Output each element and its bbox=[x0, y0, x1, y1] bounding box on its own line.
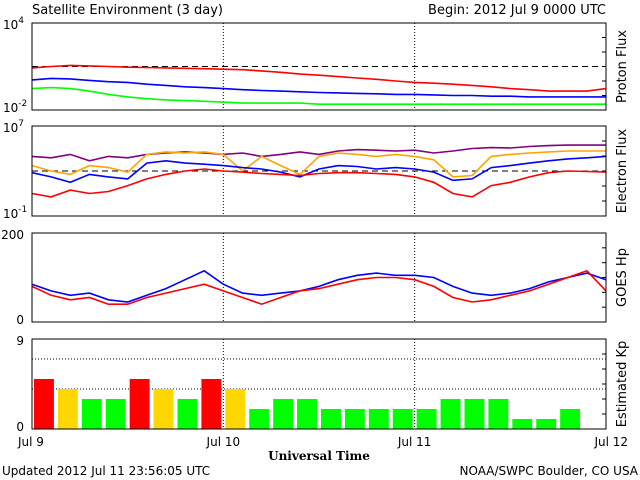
y-tick-label: 200 bbox=[1, 228, 24, 242]
kp-bar bbox=[105, 399, 126, 429]
kp-bar bbox=[177, 399, 198, 429]
y-tick-label: 107 bbox=[3, 119, 24, 135]
y-tick-label: 0 bbox=[16, 420, 24, 434]
kp-bar bbox=[392, 409, 413, 429]
chart-title: Satellite Environment (3 day) bbox=[32, 3, 223, 18]
panel-frame bbox=[31, 232, 607, 323]
panel-3: 200 0 GOES Hp bbox=[1, 228, 630, 327]
kp-bar bbox=[81, 399, 102, 429]
x-tick-label: Jul 12 bbox=[593, 435, 628, 449]
panel-4: 9 0 Estimated Kp bbox=[16, 334, 630, 434]
y-tick-base: 10 bbox=[3, 207, 18, 221]
kp-bar bbox=[560, 409, 581, 429]
x-tick-label: Jul 10 bbox=[206, 435, 241, 449]
kp-bar bbox=[440, 399, 461, 429]
y-tick-base: 10 bbox=[3, 121, 18, 135]
kp-bar bbox=[129, 379, 150, 429]
y-tick-base: 10 bbox=[3, 18, 18, 32]
kp-bar bbox=[368, 409, 389, 429]
kp-bar bbox=[536, 419, 557, 429]
x-tick-labels: Jul 9 Jul 10 Jul 11 Jul 12 bbox=[17, 435, 628, 449]
kp-bar bbox=[249, 409, 270, 429]
kp-bar bbox=[416, 409, 437, 429]
x-axis-label: Universal Time bbox=[268, 449, 370, 463]
y-tick-label: 104 bbox=[3, 16, 24, 32]
kp-bar bbox=[488, 399, 509, 429]
panel-y-label: Electron Flux bbox=[615, 128, 630, 213]
series-line-1 bbox=[31, 144, 606, 162]
series-line-2 bbox=[31, 150, 606, 178]
y-tick-exp: 7 bbox=[18, 119, 24, 129]
x-tick-label: Jul 11 bbox=[397, 435, 432, 449]
credit-text: NOAA/SWPC Boulder, CO USA bbox=[460, 464, 639, 478]
y-tick-label: 10-2 bbox=[3, 99, 27, 115]
panel-y-label: Estimated Kp bbox=[615, 341, 630, 428]
begin-time: Begin: 2012 Jul 9 0000 UTC bbox=[428, 3, 606, 18]
updated-timestamp: Updated 2012 Jul 11 23:56:05 UTC bbox=[2, 464, 210, 478]
kp-bar bbox=[273, 399, 294, 429]
kp-bar bbox=[225, 389, 246, 429]
kp-bar bbox=[512, 419, 533, 429]
kp-bar bbox=[57, 389, 78, 429]
y-tick-exp: 4 bbox=[18, 16, 24, 26]
kp-bar bbox=[201, 379, 222, 429]
y-tick-label: 9 bbox=[16, 334, 24, 348]
panel-frame bbox=[31, 125, 607, 217]
panel-y-label: GOES Hp bbox=[615, 248, 630, 307]
series-line-4 bbox=[31, 168, 607, 198]
panel-y-label: Proton Flux bbox=[615, 30, 630, 103]
kp-bar bbox=[464, 399, 485, 429]
series-line-2 bbox=[31, 77, 606, 98]
y-tick-exp: -2 bbox=[18, 99, 27, 109]
series-line-2 bbox=[31, 269, 607, 306]
y-tick-label: 10-1 bbox=[3, 205, 27, 221]
y-tick-label: 0 bbox=[16, 313, 24, 327]
series-line-3 bbox=[31, 86, 606, 105]
y-tick-base: 10 bbox=[3, 101, 18, 115]
kp-bar bbox=[344, 409, 365, 429]
kp-bar bbox=[321, 409, 341, 429]
series-line-1 bbox=[31, 64, 607, 92]
kp-bar bbox=[153, 389, 174, 429]
kp-bar bbox=[34, 379, 54, 429]
series-line-3 bbox=[31, 155, 607, 184]
kp-bar bbox=[297, 399, 317, 429]
series-line-1 bbox=[31, 269, 607, 303]
y-tick-exp: -1 bbox=[18, 205, 27, 215]
x-tick-label: Jul 9 bbox=[17, 435, 44, 449]
